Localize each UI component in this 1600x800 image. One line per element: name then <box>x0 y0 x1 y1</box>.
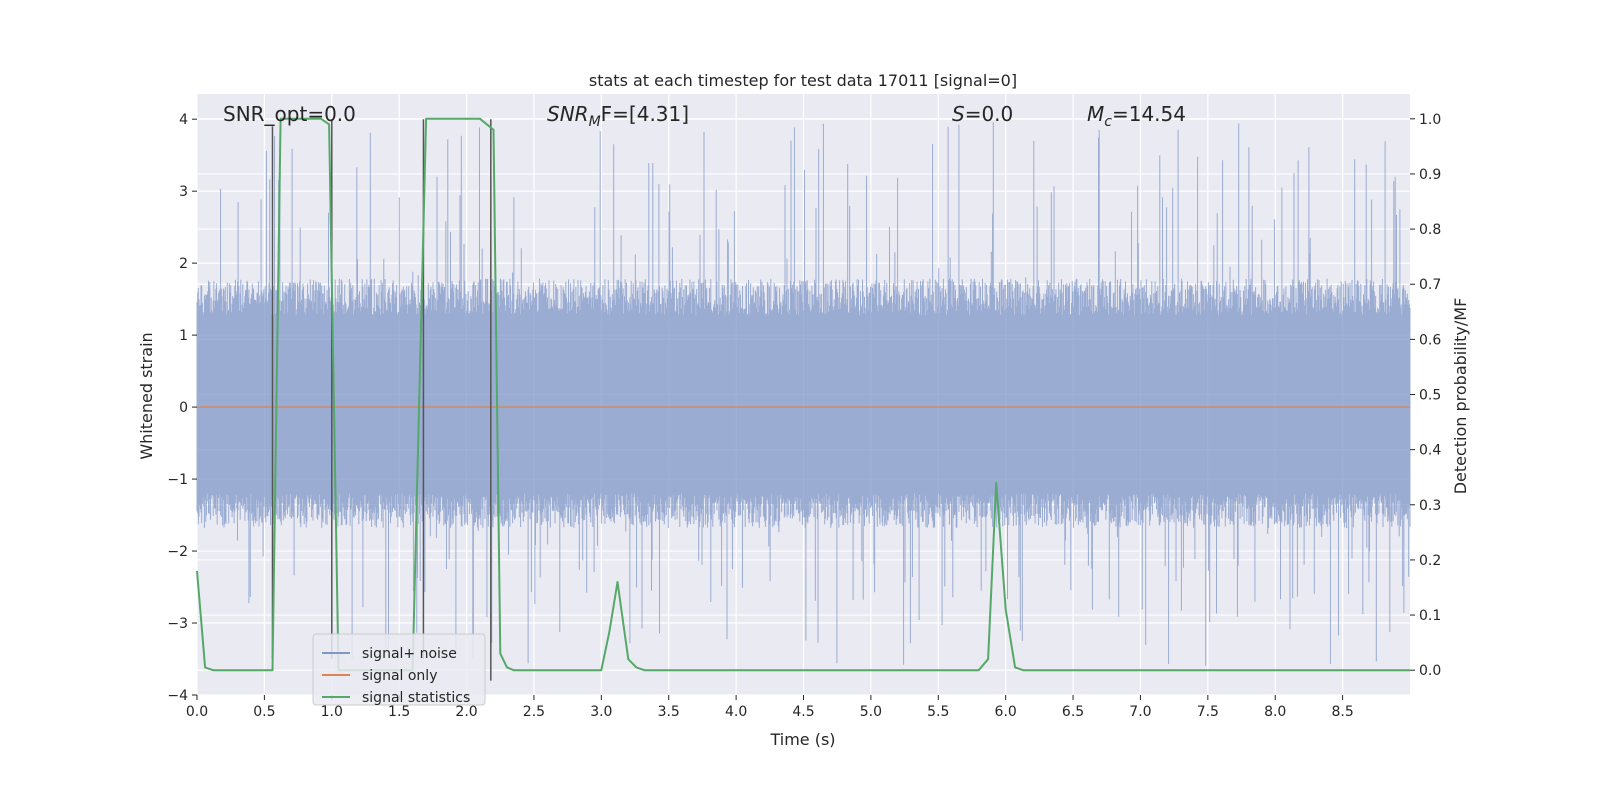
y-tick-label: 0 <box>179 400 188 416</box>
y-right-axis-ticks: 0.0 0.1 0.2 0.3 0.4 0.5 0.6 0.7 0.8 0.9 1.0 <box>1410 112 1441 679</box>
legend: signal+ noise signal only signal statistic… <box>312 633 486 706</box>
x-tick-label: 2.5 <box>523 704 545 720</box>
x-tick-label: 1.5 <box>388 704 410 720</box>
y-tick-label: −2 <box>167 544 188 560</box>
x-tick-label: 2.0 <box>455 704 477 720</box>
x-tick-label: 5.5 <box>927 704 949 720</box>
chart-title: stats at each timestep for test data 170… <box>589 71 1017 90</box>
x-tick-label: 0.0 <box>186 704 208 720</box>
x-tick-label: 6.0 <box>995 704 1017 720</box>
y-right-tick-label: 1.0 <box>1419 112 1441 128</box>
legend-label: signal statistics <box>362 690 470 706</box>
x-tick-label: 3.0 <box>590 704 612 720</box>
marker-lines <box>271 119 492 681</box>
legend-label: signal+ noise <box>362 646 457 662</box>
y-axis-ticks: −4 −3 −2 −1 0 1 2 3 4 <box>167 112 197 704</box>
x-tick-label: 6.5 <box>1062 704 1084 720</box>
legend-label: signal only <box>362 668 437 684</box>
y-right-tick-label: 0.3 <box>1419 498 1441 514</box>
y-tick-label: −3 <box>167 616 188 632</box>
signal-statistics-line <box>196 117 1410 672</box>
y-axis-label: Whitened strain <box>137 332 156 459</box>
y-tick-label: −1 <box>167 472 188 488</box>
x-tick-label: 1.0 <box>321 704 343 720</box>
x-tick-label: 4.5 <box>792 704 814 720</box>
y-right-tick-label: 0.4 <box>1419 443 1441 459</box>
x-tick-label: 4.0 <box>725 704 747 720</box>
x-axis-ticks: 0.0 0.5 1.0 1.5 2.0 2.5 3.0 3.5 4.0 4.5 5.0 5.5 6.0 6… <box>186 695 1354 720</box>
y-right-tick-label: 0.0 <box>1419 663 1441 679</box>
annotation: SNRMF=[4.31] <box>547 102 689 130</box>
x-tick-label: 3.5 <box>658 704 680 720</box>
y-right-tick-label: 0.1 <box>1419 608 1441 624</box>
y-right-tick-label: 0.7 <box>1419 277 1441 293</box>
x-tick-label: 7.5 <box>1197 704 1219 720</box>
y-right-tick-label: 0.8 <box>1419 222 1441 238</box>
y-right-tick-label: 0.9 <box>1419 167 1441 183</box>
x-axis-label: Time (s) <box>769 730 835 749</box>
x-tick-label: 5.0 <box>860 704 882 720</box>
annotation: SNR_opt=0.0 <box>223 102 356 126</box>
x-tick-label: 8.5 <box>1331 704 1353 720</box>
y-tick-label: −4 <box>167 688 188 704</box>
y-tick-label: 4 <box>179 112 188 128</box>
y-right-tick-label: 0.2 <box>1419 553 1441 569</box>
x-tick-label: 0.5 <box>253 704 275 720</box>
y-right-axis-label: Detection probability/MF <box>1451 298 1470 495</box>
series-signal-statistics <box>196 117 1410 672</box>
annotation: S=0.0 <box>952 102 1013 126</box>
legend-box <box>312 633 486 706</box>
y-right-tick-label: 0.6 <box>1419 332 1441 348</box>
annotations: SNR_opt=0.0 SNRMF=[4.31] S=0.0 Mc=14.54 <box>223 102 1186 130</box>
y-right-tick-label: 0.5 <box>1419 388 1441 404</box>
annotation: Mc=14.54 <box>1087 102 1186 130</box>
x-tick-label: 8.0 <box>1264 704 1286 720</box>
y-tick-label: 1 <box>179 328 188 344</box>
x-tick-label: 7.0 <box>1129 704 1151 720</box>
y-tick-label: 3 <box>179 184 188 200</box>
y-tick-label: 2 <box>179 256 188 272</box>
